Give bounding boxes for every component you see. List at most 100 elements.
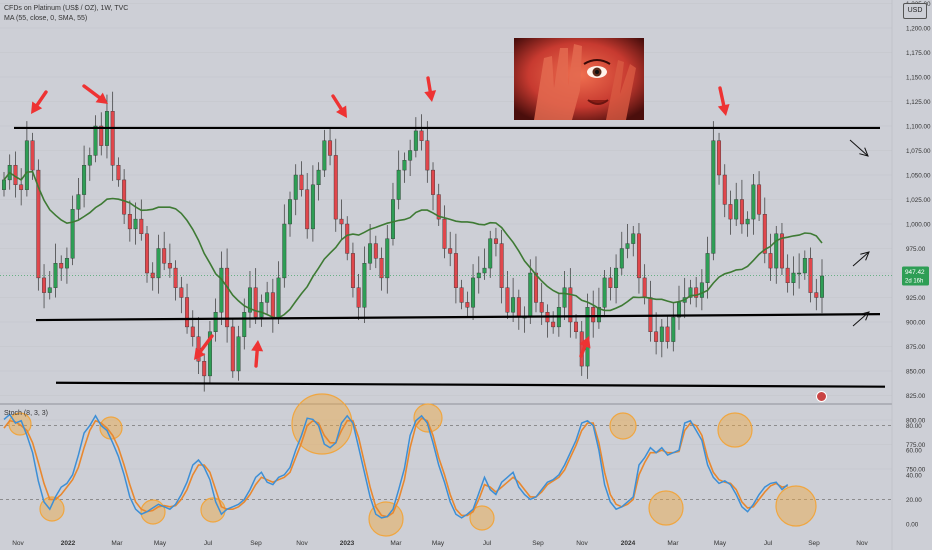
candle-body [316, 169, 321, 186]
time-axis-label: Mar [667, 540, 679, 547]
candle-body [528, 272, 533, 318]
candle-body [779, 233, 784, 269]
candle-body [139, 218, 144, 235]
price-axis-label: 1,150.00 [906, 75, 931, 82]
price-axis-label: 975.00 [906, 246, 926, 253]
black-down-arrow [849, 139, 869, 157]
candle-body [310, 184, 315, 230]
candle-body [574, 321, 579, 333]
candle-body [757, 184, 762, 215]
black-down-arrow-head [859, 147, 869, 157]
candle-body [133, 218, 138, 230]
time-axis-label: May [432, 540, 445, 547]
candle-body [225, 267, 230, 328]
candle-body [539, 302, 544, 313]
candle-body [671, 316, 676, 342]
current-price-badge [902, 266, 929, 286]
frightened-face-photo [514, 38, 644, 120]
current-price-value: 947.42 [905, 269, 925, 276]
overbought-oversold-circle [717, 412, 753, 448]
candle-body [482, 267, 487, 274]
candle-body [333, 155, 338, 220]
bar-countdown: 2d 16h [905, 279, 923, 285]
candle-body [356, 287, 361, 308]
candle-body [305, 189, 310, 230]
black-up-arrow [852, 311, 870, 327]
candle-body [253, 287, 258, 318]
candle-body [328, 140, 333, 156]
candle-body [99, 125, 104, 146]
candle-body [619, 248, 624, 269]
time-axis-label: Nov [12, 540, 24, 547]
candle-body [436, 194, 441, 220]
candle-body [413, 130, 418, 151]
price-axis-label: 900.00 [906, 320, 926, 327]
candle-body [76, 194, 81, 210]
time-axis-label: Jul [204, 540, 213, 547]
candle-body [24, 140, 29, 190]
time-axis-label: May [714, 540, 727, 547]
currency-badge[interactable]: USD [903, 3, 927, 19]
candle-body [448, 248, 453, 254]
candle-body [511, 297, 516, 313]
time-axis-label: 2023 [340, 540, 355, 547]
overbought-oversold-circle [200, 497, 226, 523]
candle-body [288, 199, 292, 225]
candle-body [459, 287, 464, 303]
candle-body [242, 312, 247, 337]
candle-body [145, 233, 149, 274]
candle-body [728, 204, 733, 220]
candle-body [505, 287, 510, 313]
time-axis-label: Nov [856, 540, 868, 547]
candle-body [42, 277, 47, 293]
candle-body [259, 302, 264, 318]
price-axis-label: 1,000.00 [906, 222, 931, 229]
price-axis-label: 1,050.00 [906, 173, 931, 180]
red-down-arrow-head [717, 103, 730, 116]
candle-body [734, 199, 739, 220]
candle-body [625, 243, 630, 249]
red-down-arrow-head [424, 90, 437, 102]
candle-body [471, 277, 476, 308]
time-axis-label: Mar [390, 540, 402, 547]
candle-body [247, 287, 252, 313]
candle-body [551, 321, 556, 328]
candle-body [36, 169, 41, 279]
candle-body [654, 331, 659, 342]
black-up-arrow-head [860, 251, 870, 261]
ma-line [3, 170, 823, 319]
time-axis-label: Nov [576, 540, 588, 547]
red-up-arrow-head [194, 347, 206, 360]
candle-body [202, 361, 207, 377]
candle-body [293, 174, 298, 200]
time-axis-label: 2022 [61, 540, 76, 547]
candle-body [499, 243, 504, 288]
candle-body [265, 292, 270, 303]
candle-body [722, 174, 727, 205]
candle-body [751, 184, 756, 220]
candle-body [110, 111, 115, 166]
candle-body [568, 287, 573, 323]
candle-body [207, 331, 212, 377]
price-axis-label: 1,125.00 [906, 99, 931, 106]
candle-body [379, 258, 384, 279]
candle-body [648, 297, 653, 332]
candle-body [717, 140, 722, 176]
time-axis-label: 2024 [621, 540, 636, 547]
price-axis-label: 875.00 [906, 344, 926, 351]
candle-body [488, 238, 493, 269]
candle-body [70, 209, 75, 259]
candle-body [282, 223, 287, 279]
price-axis-label: 1,025.00 [906, 197, 931, 204]
candle-body [493, 238, 498, 244]
candle-body [602, 277, 607, 308]
price-axis-label: 800.00 [906, 418, 926, 425]
candle-body [396, 169, 401, 200]
candle-body [768, 253, 773, 269]
stoch-axis-label: 40.00 [906, 472, 922, 479]
flag-icon[interactable] [816, 391, 827, 402]
price-axis-label: 850.00 [906, 369, 926, 376]
candle-body [636, 233, 641, 279]
candle-body [230, 326, 235, 372]
